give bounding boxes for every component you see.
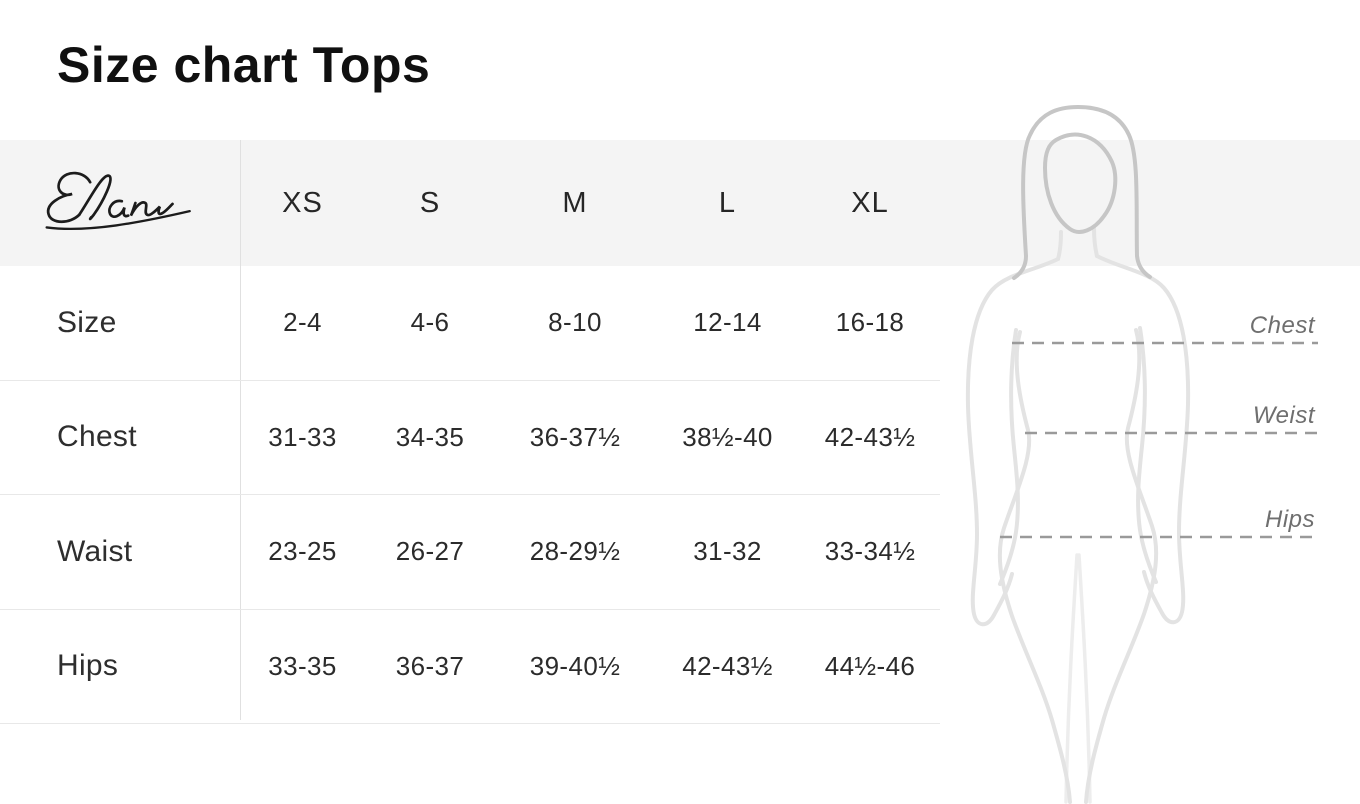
chest-value-m: 36-37½: [529, 421, 621, 452]
elan-logo-icon: Elan: [45, 171, 191, 231]
size-value-l: 12-14: [693, 307, 762, 338]
size-header-xs: XS: [282, 186, 323, 219]
figure-label-waist: Weist: [1252, 402, 1315, 429]
table-row-waist: Waist 23-25 26-27 28-29½ 31-32 33-34½: [0, 495, 940, 610]
page-title: Size chart Tops: [57, 37, 431, 93]
size-value-xl: 16-18: [835, 307, 905, 338]
waist-value-l: 31-32: [693, 536, 762, 567]
waist-value-xl: 33-34½: [824, 536, 916, 567]
table-row-chest: Chest 31-33 34-35 36-37½ 38½-40 42-43½: [0, 381, 940, 495]
chest-value-l: 38½-40: [682, 421, 773, 452]
chest-value-xl: 42-43½: [824, 421, 916, 452]
row-label-hips: Hips: [57, 649, 119, 683]
size-value-s: 4-6: [410, 307, 450, 338]
size-value-m: 8-10: [548, 307, 602, 338]
hips-value-l: 42-43½: [682, 650, 773, 681]
waist-value-xs: 23-25: [268, 536, 337, 567]
hips-value-xs: 33-35: [268, 650, 337, 681]
table-header-row: Elan XS S M L XL: [0, 140, 940, 266]
table-row-hips: Hips 33-35 36-37 39-40½ 42-43½ 44½-46: [0, 610, 940, 724]
brand-logo-cell: Elan: [0, 140, 240, 266]
size-header-xl: XL: [851, 186, 889, 219]
figure-label-chest: Chest: [1249, 312, 1315, 339]
size-header-l: L: [718, 186, 737, 219]
hips-value-xl: 44½-46: [824, 650, 916, 681]
chest-value-xs: 31-33: [268, 421, 337, 452]
female-body-outline-icon: [965, 104, 1318, 804]
size-value-xs: 2-4: [283, 307, 322, 338]
row-label-waist: Waist: [57, 534, 133, 568]
figure-label-hips: Hips: [1264, 506, 1315, 533]
hips-value-m: 39-40½: [529, 650, 621, 681]
waist-value-m: 28-29½: [529, 536, 621, 567]
size-header-m: M: [562, 186, 588, 219]
row-label-chest: Chest: [57, 420, 137, 454]
body-measurement-figure: [940, 100, 1360, 804]
row-label-size: Size: [57, 305, 117, 339]
waist-value-s: 26-27: [395, 536, 465, 567]
table-column-divider: [240, 140, 241, 720]
size-table: Elan XS S M L XL Size 2-4 4-6 8-: [0, 140, 940, 724]
hips-value-s: 36-37: [395, 650, 465, 681]
table-row-size: Size 2-4 4-6 8-10 12-14 16-18: [0, 266, 940, 381]
chest-value-s: 34-35: [395, 421, 465, 452]
size-header-s: S: [419, 186, 441, 219]
